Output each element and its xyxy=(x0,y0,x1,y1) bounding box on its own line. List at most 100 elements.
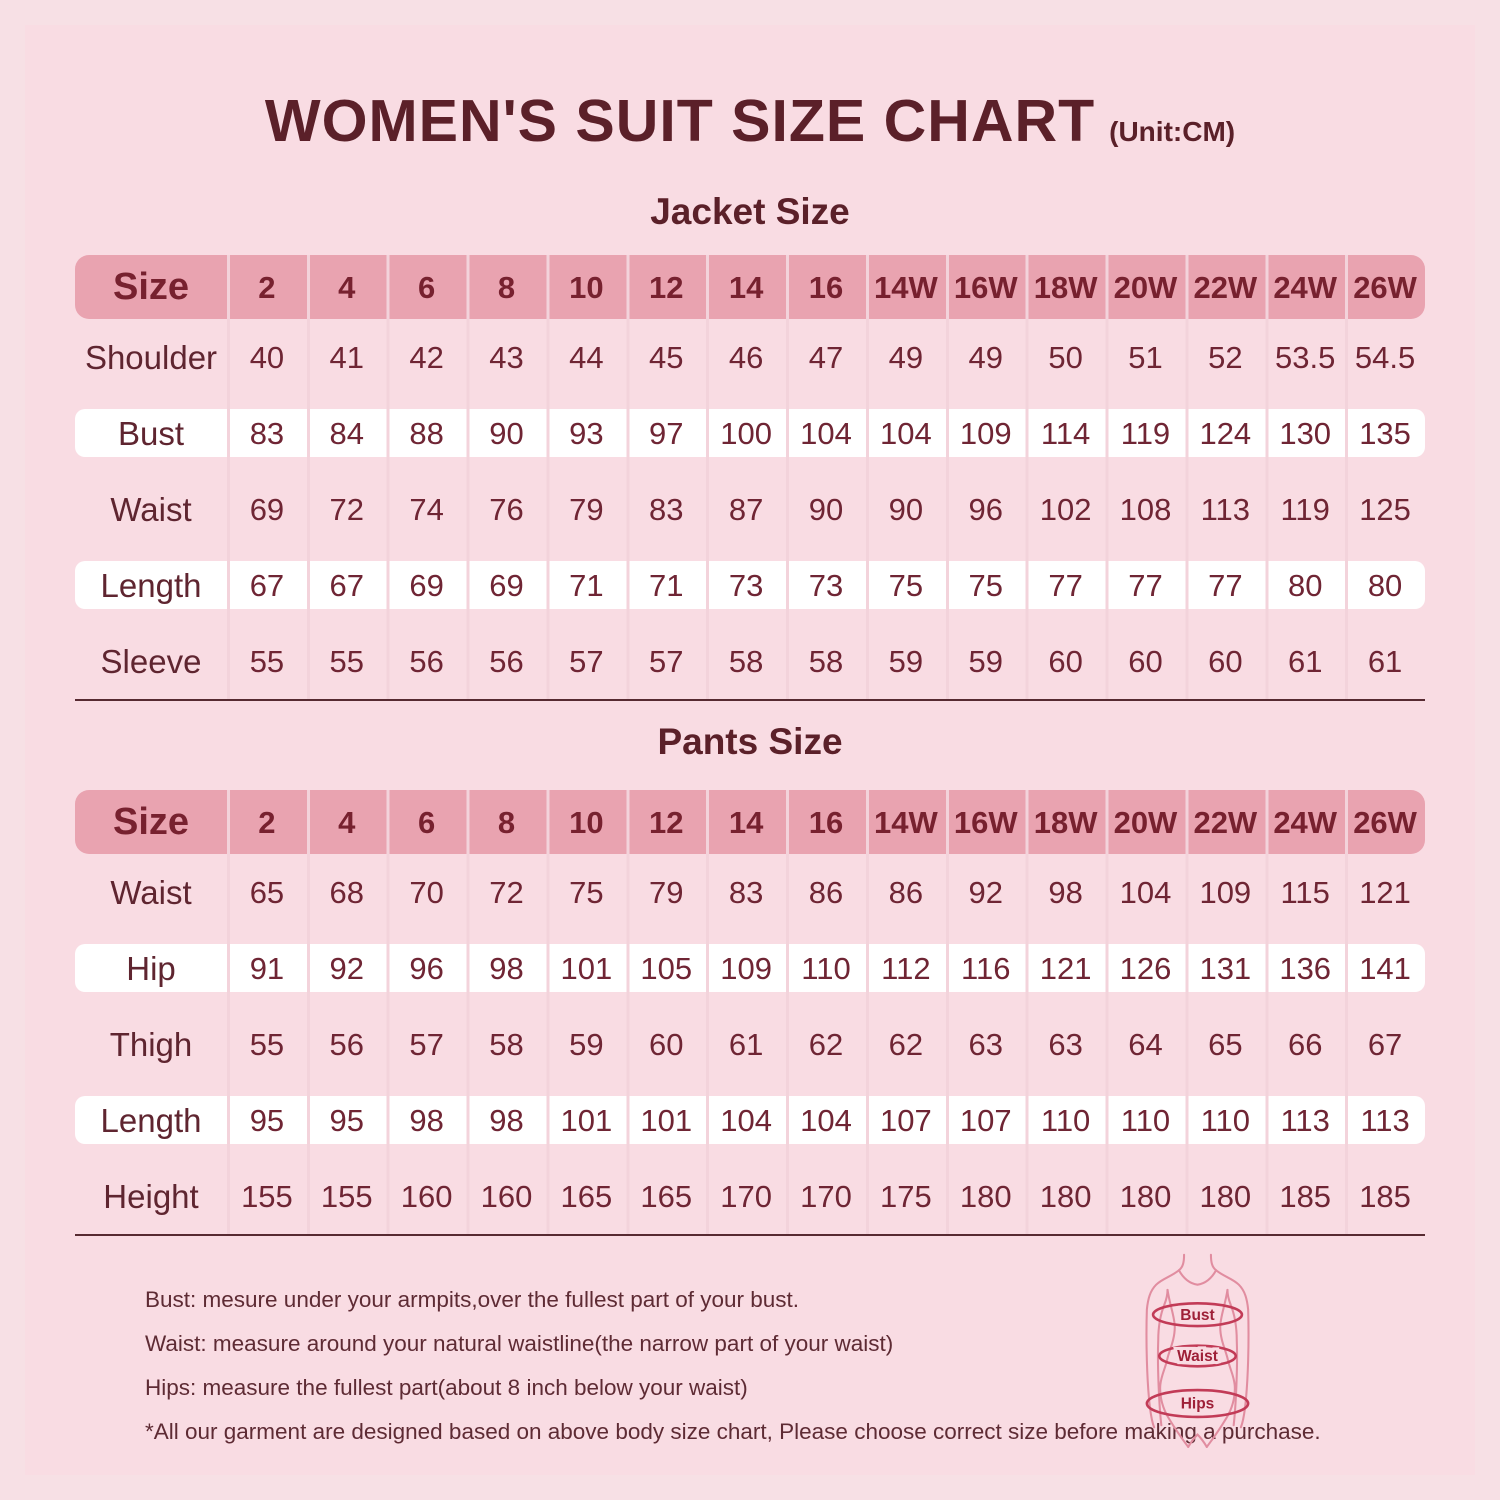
value-cell: 107 xyxy=(879,1102,932,1138)
value-cell: 57 xyxy=(649,643,684,679)
value-cell: 91 xyxy=(249,950,285,986)
value-cell: 77 xyxy=(1208,567,1243,603)
row-label: Waist xyxy=(110,873,192,911)
value-cell: 61 xyxy=(1287,643,1323,679)
value-cell: 90 xyxy=(489,415,524,451)
inner-panel: WOMEN'S SUIT SIZE CHART (Unit:CM) Jacket … xyxy=(25,25,1475,1475)
value-cell: 74 xyxy=(409,491,444,527)
value-cell: 102 xyxy=(1039,491,1092,527)
value-cell: 72 xyxy=(489,874,524,910)
value-cell: 98 xyxy=(489,1102,524,1138)
value-cell: 121 xyxy=(1039,950,1092,986)
value-cell: 61 xyxy=(1367,643,1403,679)
row-label: Sleeve xyxy=(100,642,202,680)
value-cell: 113 xyxy=(1280,1102,1330,1138)
value-cell: 160 xyxy=(480,1178,533,1214)
value-cell: 119 xyxy=(1280,491,1330,527)
value-cell: 79 xyxy=(569,491,604,527)
jacket_section-row-bust: Bust 83 84 88 90 93 97 100 104 104 109 114 119 124 130… xyxy=(75,409,1425,457)
size-header-cell: Size xyxy=(112,266,190,308)
value-cell: 108 xyxy=(1119,491,1172,527)
column-header-cell: 26W xyxy=(1353,804,1417,840)
value-cell: 109 xyxy=(720,950,772,986)
value-cell: 83 xyxy=(649,491,684,527)
value-cell: 65 xyxy=(1208,1026,1243,1062)
row-label: Bust xyxy=(117,414,185,452)
value-cell: 45 xyxy=(649,339,684,375)
value-cell: 60 xyxy=(649,1026,684,1062)
value-cell: 83 xyxy=(249,415,285,451)
bust-ellipse xyxy=(1151,1302,1244,1328)
value-cell: 42 xyxy=(409,339,444,375)
value-cell: 113 xyxy=(1360,1102,1410,1138)
value-cell: 58 xyxy=(489,1026,524,1062)
column-header-cell: 12 xyxy=(649,269,684,305)
value-cell: 125 xyxy=(1359,491,1411,527)
column-header-cell: 16W xyxy=(953,804,1018,840)
body-measurement-figure: Bust Waist Hips xyxy=(1120,1251,1280,1466)
value-cell: 107 xyxy=(959,1102,1012,1138)
value-cell: 71 xyxy=(569,567,604,603)
value-cell: 92 xyxy=(329,950,365,986)
column-header-cell: 26W xyxy=(1353,269,1417,305)
column-header-cell: 6 xyxy=(418,269,436,305)
crotch-line xyxy=(1187,1433,1208,1448)
value-cell: 70 xyxy=(409,874,444,910)
waist-figure-label: Waist xyxy=(1177,1348,1218,1365)
value-cell: 104 xyxy=(800,1102,852,1138)
value-cell: 57 xyxy=(409,1026,444,1062)
value-cell: 165 xyxy=(560,1178,613,1214)
pants_section-row-thigh: Thigh 55 56 57 58 59 60 61 62 62 63 63 64 65 66 67 xyxy=(75,1006,1425,1082)
value-cell: 114 xyxy=(1040,415,1091,451)
value-cell: 67 xyxy=(1367,1026,1403,1062)
column-header-cell: 14 xyxy=(728,804,764,840)
column-header-cell: 8 xyxy=(497,804,516,840)
value-cell: 75 xyxy=(968,567,1003,603)
jacket-size-table: Size 2 4 6 8 10 12 14 16 14W 16W 18W 20W 22W 24W 26W Sho… xyxy=(75,255,1425,701)
value-cell: 165 xyxy=(640,1178,693,1214)
value-cell: 54.5 xyxy=(1354,339,1416,375)
column-header-cell: 16 xyxy=(808,269,844,305)
row-label: Length xyxy=(100,566,202,604)
column-header-cell: 20W xyxy=(1113,804,1178,840)
column-header-cell: 10 xyxy=(569,804,604,840)
value-cell: 62 xyxy=(808,1026,844,1062)
column-header-cell: 4 xyxy=(338,804,356,840)
value-cell: 58 xyxy=(728,643,764,679)
value-cell: 84 xyxy=(329,415,365,451)
value-cell: 98 xyxy=(409,1102,444,1138)
neckline xyxy=(1177,1269,1218,1286)
column-header-cell: 10 xyxy=(569,269,604,305)
value-cell: 175 xyxy=(879,1178,932,1214)
row-label: Length xyxy=(100,1101,202,1139)
value-cell: 104 xyxy=(879,415,932,451)
note-waist: Waist: measure around your natural waist… xyxy=(145,1331,894,1356)
value-cell: 98 xyxy=(489,950,524,986)
value-cell: 60 xyxy=(1208,643,1243,679)
value-cell: 65 xyxy=(249,874,285,910)
value-cell: 56 xyxy=(329,1026,365,1062)
column-header-cell: 18W xyxy=(1033,269,1098,305)
value-cell: 59 xyxy=(888,643,924,679)
value-cell: 68 xyxy=(329,874,365,910)
value-cell: 116 xyxy=(961,950,1011,986)
value-cell: 69 xyxy=(489,567,524,603)
page-title-text: WOMEN'S SUIT SIZE CHART xyxy=(264,88,1096,154)
value-cell: 76 xyxy=(489,491,524,527)
value-cell: 50 xyxy=(1048,339,1083,375)
value-cell: 104 xyxy=(1119,874,1172,910)
value-cell: 53.5 xyxy=(1275,339,1336,375)
value-cell: 88 xyxy=(409,415,444,451)
jacket_section-row-waist: Waist 69 72 74 76 79 83 87 90 90 96 102 108 113 119 125 xyxy=(75,471,1425,547)
value-cell: 60 xyxy=(1048,643,1083,679)
value-cell: 63 xyxy=(1048,1026,1083,1062)
value-cell: 160 xyxy=(400,1178,453,1214)
value-cell: 92 xyxy=(968,874,1003,910)
value-cell: 69 xyxy=(409,567,444,603)
jacket_section-header-row: Size 2 4 6 8 10 12 14 16 14W 16W 18W 20W 22W 24W 26W xyxy=(75,255,1425,319)
value-cell: 96 xyxy=(409,950,444,986)
column-header-cell: 24W xyxy=(1273,804,1338,840)
value-cell: 75 xyxy=(569,874,604,910)
value-cell: 52 xyxy=(1208,339,1243,375)
value-cell: 47 xyxy=(808,339,844,375)
